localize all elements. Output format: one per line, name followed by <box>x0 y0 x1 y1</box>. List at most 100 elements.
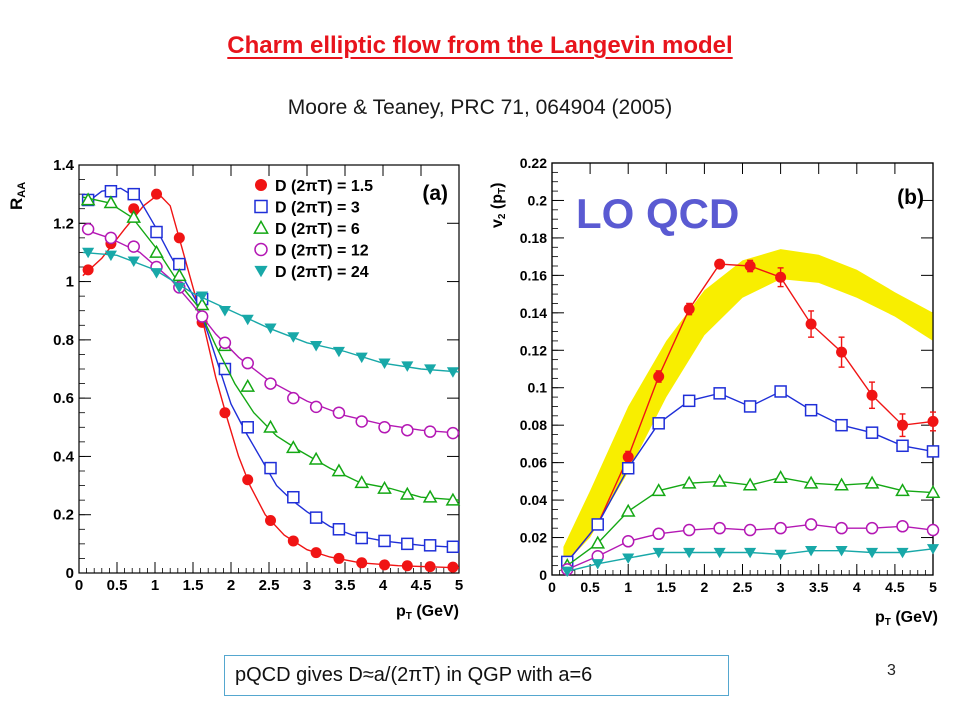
raa-series-2-point <box>309 511 323 524</box>
v2-series-5-point <box>561 566 574 578</box>
v2-series-1-point <box>897 419 909 431</box>
panel-a-x-tick-label: 1 <box>151 577 159 594</box>
raa-series-2-point <box>446 540 460 554</box>
panel-b-x-tick-label: 3.5 <box>809 579 829 595</box>
v2-series-4-point <box>835 521 848 535</box>
raa-series-2-point <box>241 421 254 434</box>
legend-a-label-3: D (2πT) = 6 <box>275 221 360 238</box>
v2-series-2-point <box>865 426 879 439</box>
raa-series-3-point <box>194 297 210 311</box>
panel-b-x-tick-label: 0 <box>548 579 556 595</box>
raa-series-1-point <box>128 203 140 215</box>
v2-series-4-point <box>713 521 726 535</box>
panel-a-y-tick-label: 0.2 <box>53 507 74 524</box>
raa-series-4-point <box>332 406 346 419</box>
v2-series-5-point <box>896 547 909 559</box>
v2-series-1-point <box>622 451 634 463</box>
raa-series-1-point <box>265 515 277 527</box>
v2-series-4-point <box>865 521 879 535</box>
raa-series-1-point <box>219 407 231 419</box>
v2-series-2-point <box>743 400 757 413</box>
v2-series-5-point <box>744 547 757 559</box>
v2-series-3-point <box>742 477 758 491</box>
raa-series-5-point <box>104 250 117 262</box>
v2-series-5 <box>561 544 940 578</box>
v2-series-4-point <box>804 518 818 531</box>
panel-b-y-tick-label: 0.16 <box>520 267 547 283</box>
raa-series-1-point <box>333 552 345 564</box>
v2-series-1-point <box>866 389 878 401</box>
raa-series-3-point <box>285 440 301 454</box>
v2-series-3-point <box>834 477 849 491</box>
raa-series-1-curve <box>82 193 460 569</box>
v2-series-3-point <box>620 503 636 517</box>
raa-series-3 <box>80 192 461 506</box>
v2-series-5-point <box>926 544 940 555</box>
v2-series-3-point <box>712 473 727 487</box>
panel-b-x-tick-label: 1.5 <box>657 579 677 595</box>
legend-a-marker-4 <box>254 242 268 257</box>
raa-series-1-point <box>401 560 413 572</box>
panel-a-y-tick-label: 1 <box>66 274 74 291</box>
slide-subtitle: Moore & Teaney, PRC 71, 064904 (2005) <box>287 96 673 119</box>
raa-series-5-point <box>332 346 345 358</box>
legend-a-marker-2 <box>254 199 268 214</box>
raa-series-3-point <box>103 195 119 209</box>
raa-series-4-point <box>423 425 437 438</box>
panel-b-y-tick-label: 0.12 <box>520 342 547 358</box>
raa-series-1 <box>82 188 460 573</box>
raa-series-3-point <box>422 489 438 503</box>
raa-series-5-point <box>378 358 391 369</box>
raa-series-5-point <box>218 306 231 317</box>
v2-series-3-point <box>773 470 788 484</box>
v2-series-2-point <box>713 387 726 400</box>
panel-b-y-tick-label: 0.06 <box>520 455 547 471</box>
v2-series-2-point <box>896 439 909 453</box>
raa-series-3-point <box>354 475 370 489</box>
panel-a-x-tick-label: 3.5 <box>335 577 356 594</box>
raa-series-5-point <box>310 341 323 352</box>
raa-series-4-point <box>264 377 277 390</box>
raa-series-3-point <box>80 192 96 206</box>
raa-series-4-point <box>378 421 391 434</box>
panel-a-y-tick-label: 1.2 <box>53 215 74 232</box>
raa-series-1-point <box>424 561 436 573</box>
lo-qcd-band <box>563 249 933 566</box>
raa-series-3-point <box>171 268 187 282</box>
raa-series-2-point <box>378 534 391 548</box>
v2-series-5-point <box>865 547 879 559</box>
v2-series-5-point <box>774 549 787 561</box>
lo-qcd-annotation: LO QCD <box>576 190 739 237</box>
raa-series-4-point <box>446 426 460 440</box>
v2-series-4-point <box>896 520 909 533</box>
panel-a-y-tick-label: 1.4 <box>53 157 75 174</box>
panel-a-xlabel: pT (GeV) <box>396 603 459 622</box>
panel-a-y-tick-label: 0.8 <box>53 332 74 349</box>
raa-series-1-point <box>287 535 299 547</box>
v2-series-5-point <box>713 547 726 559</box>
v2-series-1-point <box>836 346 848 358</box>
raa-series-5-point <box>424 364 437 375</box>
panel-b-x-tick-label: 2 <box>701 579 709 595</box>
panel-b-plot-frame-top <box>551 162 934 576</box>
v2-series-5-point <box>683 547 696 559</box>
raa-series-3-point <box>399 486 415 500</box>
panel-a-ylabel: RAA <box>7 182 28 210</box>
raa-series-5-point <box>241 314 254 326</box>
v2-series-1-point <box>653 370 665 382</box>
raa-series-4-point <box>309 400 323 414</box>
panel-b-y-tick-label: 0.04 <box>520 492 547 508</box>
v2-series-1-point <box>714 258 726 270</box>
panel-b-x-tick-label: 4 <box>853 579 861 595</box>
raa-series-3-point <box>263 419 278 433</box>
raa-series-4-point <box>218 336 232 350</box>
raa-series-3-point <box>126 209 142 223</box>
raa-series-3-point <box>308 451 324 465</box>
raa-series-3-point <box>445 492 461 506</box>
legend-a-marker-5 <box>254 265 268 278</box>
raa-series-5-point <box>150 268 163 279</box>
raa-series-2-point <box>127 187 140 201</box>
legend-a-label-5: D (2πT) = 24 <box>275 264 369 281</box>
v2-series-5-point <box>652 547 665 559</box>
